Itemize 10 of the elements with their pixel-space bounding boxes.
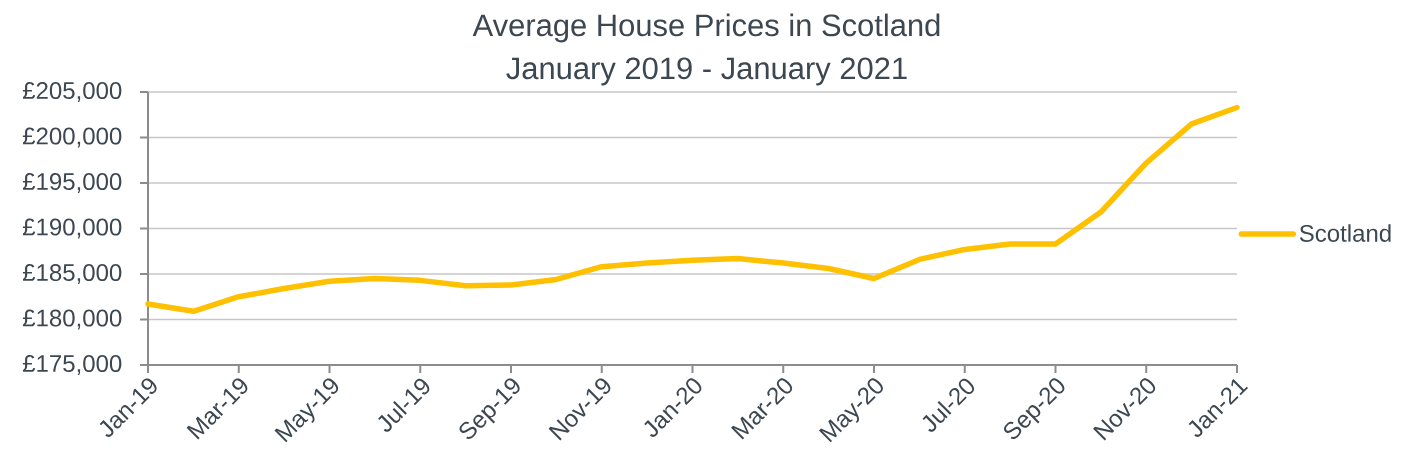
y-tick-label: £195,000 xyxy=(22,173,122,193)
y-tick-label: £205,000 xyxy=(22,82,122,102)
y-tick-label: £180,000 xyxy=(22,309,122,330)
chart-subtitle: January 2019 - January 2021 xyxy=(506,57,907,86)
y-tick-label: £175,000 xyxy=(22,355,122,375)
y-tick-label: £190,000 xyxy=(22,218,122,239)
chart-title: Average House Prices in Scotland xyxy=(472,13,940,43)
y-tick-label: £200,000 xyxy=(22,127,122,148)
y-tick-label: £185,000 xyxy=(22,264,122,284)
legend-label: Scotland xyxy=(1299,224,1391,242)
